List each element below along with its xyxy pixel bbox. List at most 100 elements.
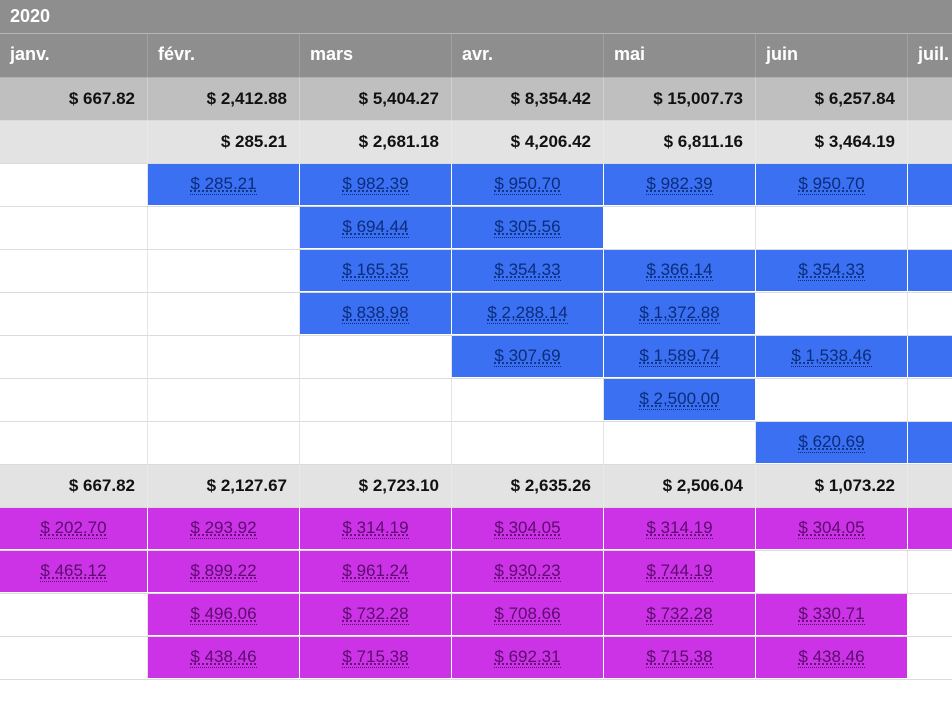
data-cell[interactable]: $ 620.69 (756, 422, 908, 464)
months-header-row: janv. févr. mars avr. mai juin juil. (0, 34, 952, 78)
data-cell (300, 422, 452, 464)
amount-link[interactable]: $ 2,500.00 (639, 389, 719, 410)
data-cell[interactable]: $ 1,538.46 (756, 336, 908, 378)
amount-link[interactable]: $ 961.24 (342, 561, 408, 582)
amount-link[interactable]: $ 694.44 (342, 217, 408, 238)
amount-link[interactable]: $ 354.33 (798, 260, 864, 281)
data-cell[interactable]: $ 438.46 (148, 637, 300, 679)
amount-link[interactable]: $ 715.38 (342, 647, 408, 668)
data-cell[interactable]: $ 314.19 (300, 508, 452, 550)
data-cell[interactable]: $ 715.38 (604, 637, 756, 679)
amount-link[interactable]: $ 307.69 (494, 346, 560, 367)
data-cell[interactable]: $ 982.39 (300, 164, 452, 206)
amount-link[interactable]: $ 366.14 (646, 260, 712, 281)
amount-link[interactable]: $ 496.06 (190, 604, 256, 625)
amount-link[interactable]: $ 838.98 (342, 303, 408, 324)
amount-link[interactable]: $ 293.92 (190, 518, 256, 539)
data-cell[interactable]: $ (908, 336, 952, 378)
total-cell: $ 5,404.27 (300, 78, 452, 120)
amount-link[interactable]: $ 1,538.46 (791, 346, 871, 367)
data-cell[interactable]: $ 930.23 (452, 551, 604, 593)
data-cell (756, 293, 908, 335)
data-cell[interactable]: $ 2,500.00 (604, 379, 756, 421)
amount-link[interactable]: $ 202.70 (40, 518, 106, 539)
total-cell: $ (908, 465, 952, 507)
amount-link[interactable]: $ 285.21 (190, 174, 256, 195)
data-cell[interactable]: $ 732.28 (604, 594, 756, 636)
amount-link[interactable]: $ 620.69 (798, 432, 864, 453)
data-cell[interactable]: $ 694.44 (300, 207, 452, 249)
amount-link[interactable]: $ 732.28 (342, 604, 408, 625)
amount-link[interactable]: $ 314.19 (342, 518, 408, 539)
amount-link[interactable]: $ 305.56 (494, 217, 560, 238)
data-cell[interactable]: $ 438.46 (756, 637, 908, 679)
data-cell (604, 422, 756, 464)
data-cell[interactable]: $ 744.19 (604, 551, 756, 593)
data-cell[interactable]: $ (908, 250, 952, 292)
data-cell[interactable]: $ 330.71 (756, 594, 908, 636)
data-cell[interactable]: $ 314.19 (604, 508, 756, 550)
data-cell[interactable]: $ 838.98 (300, 293, 452, 335)
data-cell[interactable]: $ 202.70 (0, 508, 148, 550)
amount-link[interactable]: $ 304.05 (494, 518, 560, 539)
amount-link[interactable]: $ 982.39 (646, 174, 712, 195)
data-cell[interactable]: $ 366.14 (604, 250, 756, 292)
data-cell[interactable]: $ (908, 422, 952, 464)
data-cell[interactable]: $ 1,589.74 (604, 336, 756, 378)
data-cell[interactable]: $ 285.21 (148, 164, 300, 206)
data-cell[interactable]: $ 354.33 (452, 250, 604, 292)
amount-link[interactable]: $ 708.66 (494, 604, 560, 625)
data-cell[interactable]: $ 961.24 (300, 551, 452, 593)
data-cell[interactable]: $ 496.06 (148, 594, 300, 636)
data-cell[interactable]: $ (908, 164, 952, 206)
total-cell: $ 6,811.16 (604, 121, 756, 163)
data-cell[interactable]: $ 899.22 (148, 551, 300, 593)
data-cell[interactable]: $ 692.31 (452, 637, 604, 679)
data-cell[interactable]: $ 465.12 (0, 551, 148, 593)
data-cell[interactable]: $ 732.28 (300, 594, 452, 636)
data-cell[interactable]: $ 982.39 (604, 164, 756, 206)
data-cell[interactable]: $ 307.69 (452, 336, 604, 378)
month-header: févr. (148, 34, 300, 77)
data-cell[interactable]: $ 304.05 (452, 508, 604, 550)
data-cell[interactable]: $ (908, 508, 952, 550)
data-cell[interactable]: $ 305.56 (452, 207, 604, 249)
data-cell (452, 379, 604, 421)
total-cell: $ 1,073.22 (756, 465, 908, 507)
data-cell[interactable]: $ 950.70 (452, 164, 604, 206)
amount-link[interactable]: $ 1,372.88 (639, 303, 719, 324)
amount-link[interactable]: $ 1,589.74 (639, 346, 719, 367)
total-cell: $ 15,007.73 (604, 78, 756, 120)
data-cell[interactable]: $ 354.33 (756, 250, 908, 292)
amount-link[interactable]: $ 950.70 (798, 174, 864, 195)
amount-link[interactable]: $ 314.19 (646, 518, 712, 539)
amount-link[interactable]: $ 950.70 (494, 174, 560, 195)
amount-link[interactable]: $ 165.35 (342, 260, 408, 281)
amount-link[interactable]: $ 692.31 (494, 647, 560, 668)
data-cell[interactable]: $ 950.70 (756, 164, 908, 206)
amount-link[interactable]: $ 899.22 (190, 561, 256, 582)
amount-link[interactable]: $ 732.28 (646, 604, 712, 625)
data-cell[interactable]: $ 708.66 (452, 594, 604, 636)
amount-link[interactable]: $ 982.39 (342, 174, 408, 195)
amount-link[interactable]: $ 438.46 (798, 647, 864, 668)
amount-link[interactable]: $ 465.12 (40, 561, 106, 582)
total-row: $ 667.82$ 2,127.67$ 2,723.10$ 2,635.26$ … (0, 465, 952, 508)
amount-link[interactable]: $ 715.38 (646, 647, 712, 668)
data-cell[interactable]: $ 165.35 (300, 250, 452, 292)
data-cell (908, 207, 952, 249)
amount-link[interactable]: $ 330.71 (798, 604, 864, 625)
data-cell (300, 379, 452, 421)
amount-link[interactable]: $ 354.33 (494, 260, 560, 281)
data-cell[interactable]: $ 293.92 (148, 508, 300, 550)
data-cell[interactable]: $ 2,288.14 (452, 293, 604, 335)
data-cell[interactable]: $ 1,372.88 (604, 293, 756, 335)
amount-link[interactable]: $ 304.05 (798, 518, 864, 539)
total-cell: $ 8,354.42 (452, 78, 604, 120)
amount-link[interactable]: $ 2,288.14 (487, 303, 567, 324)
amount-link[interactable]: $ 744.19 (646, 561, 712, 582)
amount-link[interactable]: $ 438.46 (190, 647, 256, 668)
data-cell[interactable]: $ 304.05 (756, 508, 908, 550)
data-cell[interactable]: $ 715.38 (300, 637, 452, 679)
amount-link[interactable]: $ 930.23 (494, 561, 560, 582)
